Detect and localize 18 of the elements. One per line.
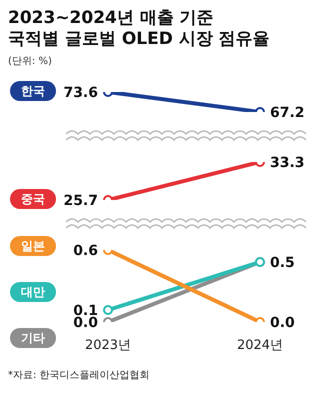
text: 대만 (10, 282, 56, 302)
text: *자료: 한국디스플레이산업협회 (8, 369, 151, 382)
text: 일본 (10, 236, 56, 256)
x-tick-label: 2024년 (236, 338, 284, 354)
data-label: 0.0 (73, 315, 98, 331)
data-label: 73.6 (63, 85, 98, 101)
data-label: 0.5 (270, 255, 295, 271)
data-label: 0.0 (270, 315, 296, 331)
x-tick-label: 2023년 (84, 338, 132, 354)
text: 중국 (10, 189, 56, 209)
data-label: 33.3 (270, 155, 305, 171)
data-label: 0.6 (73, 243, 98, 259)
chart-title: 2023~2024년 매출 기준 국적별 글로벌 OLED 시장 점유율 (8, 8, 271, 50)
chart-subtitle: (단위: %) (8, 55, 53, 68)
text: 한국 (10, 81, 56, 101)
data-label: 25.7 (63, 193, 98, 209)
text: 기타 (10, 328, 56, 348)
data-label: 67.2 (270, 105, 305, 121)
